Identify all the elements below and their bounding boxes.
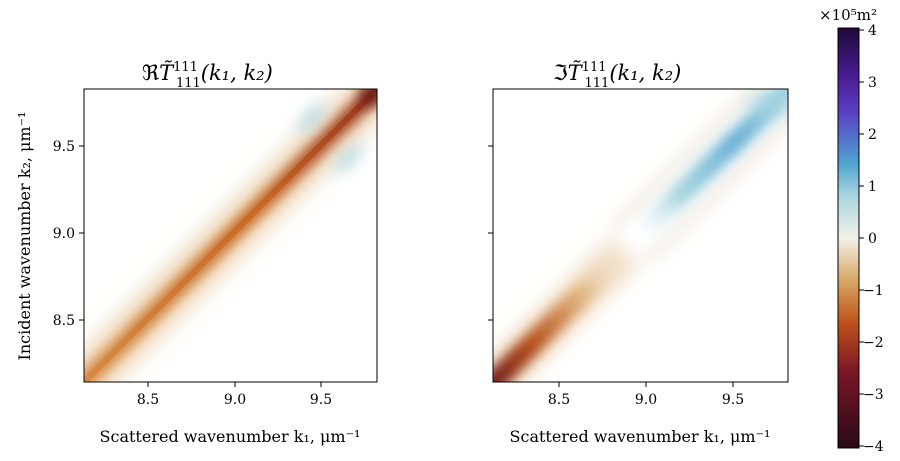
left-lower-lobe: [325, 135, 371, 181]
left-title-prefix: ℜ: [142, 61, 159, 85]
right-x-tick-label: 9.0: [635, 392, 657, 408]
colorbar-ticks: [859, 29, 864, 447]
left-x-ticks: [147, 382, 322, 387]
left-title: ℜT̃111 111(k₁, k₂): [142, 60, 273, 91]
left-y-axis-label: Incident wavenumber k₂, μm⁻¹: [15, 112, 34, 361]
right-title-sub: 111: [585, 76, 610, 91]
right-x-tick-label: 9.5: [722, 392, 744, 408]
colorbar-tick-label: −1: [863, 283, 884, 299]
right-title: ℑT̃111 111(k₁, k₂): [553, 60, 681, 91]
right-y-ticks: [488, 145, 493, 321]
colorbar: ×10⁵m² 4 3 2 1 0 −1 −2 −3 −4: [819, 6, 884, 455]
colorbar-tick-label: 1: [868, 179, 877, 195]
right-heatmap-panel: [492, 88, 789, 383]
right-title-args: (k₁, k₂): [609, 61, 681, 85]
left-y-tick-label: 9.5: [53, 139, 75, 155]
colorbar-tick-label: 2: [868, 127, 877, 143]
left-title-sup: 111: [173, 60, 198, 75]
right-x-axis-label: Scattered wavenumber k₁, μm⁻¹: [510, 427, 771, 446]
left-heatmap-panel: [83, 88, 378, 383]
right-axes-frame: [492, 88, 789, 383]
colorbar-gradient: [837, 27, 860, 449]
right-title-prefix: ℑ: [553, 61, 568, 85]
left-x-axis-label: Scattered wavenumber k₁, μm⁻¹: [100, 427, 361, 446]
right-red-streak: [493, 243, 633, 382]
colorbar-tick-label: 4: [868, 23, 877, 39]
colorbar-tick-label: 0: [868, 231, 877, 247]
colorbar-tick-label: −3: [863, 387, 884, 403]
left-x-tick-label: 9.0: [224, 392, 246, 408]
left-upper-lobe: [289, 95, 335, 141]
left-x-tick-label: 8.5: [137, 392, 159, 408]
left-y-tick-label: 9.0: [53, 226, 75, 242]
right-x-tick-label: 8.5: [548, 392, 570, 408]
colorbar-multiplier: ×10⁵m²: [819, 6, 877, 24]
left-y-tick-label: 8.5: [53, 313, 75, 329]
right-title-sup: 111: [582, 60, 607, 75]
left-title-expr: T̃: [159, 61, 175, 85]
colorbar-tick-label: −2: [863, 335, 884, 351]
left-title-args: (k₁, k₂): [201, 61, 273, 85]
left-axes-frame: [83, 88, 378, 383]
colorbar-tick-label: 3: [868, 75, 877, 91]
left-title-sub: 111: [176, 76, 201, 91]
colorbar-tick-label: −4: [863, 439, 884, 455]
right-x-ticks: [558, 382, 734, 387]
left-y-ticks: [79, 145, 84, 321]
left-x-tick-label: 9.5: [310, 392, 332, 408]
right-title-expr: T̃: [568, 61, 584, 85]
